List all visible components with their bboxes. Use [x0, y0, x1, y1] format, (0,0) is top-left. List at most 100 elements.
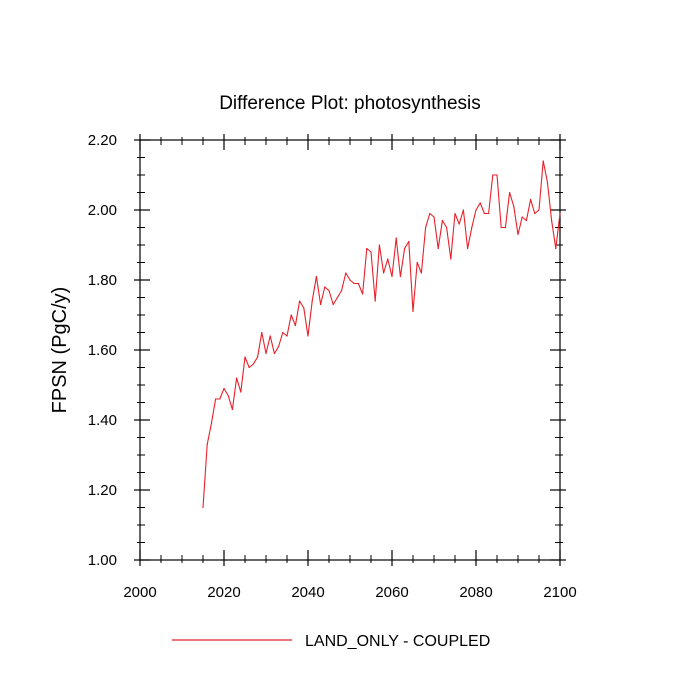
data-point [227, 394, 229, 397]
data-point [374, 300, 376, 302]
x-tick-label: 2020 [207, 584, 240, 601]
data-point [504, 226, 506, 229]
legend-label-land-only-coupled: LAND_ONLY - COUPLED [305, 633, 490, 650]
data-point [492, 174, 494, 176]
data-point [433, 216, 435, 218]
data-point [341, 289, 343, 292]
data-point [521, 216, 523, 218]
legend: LAND_ONLY - COUPLED [172, 633, 490, 650]
data-point [546, 181, 549, 183]
data-point [446, 226, 448, 229]
data-point [219, 398, 221, 400]
data-point [450, 258, 452, 260]
data-point [391, 275, 393, 278]
data-point [525, 219, 528, 222]
data-point [551, 219, 553, 222]
data-point [378, 244, 380, 246]
data-point [530, 198, 532, 201]
y-tick-label: 1.80 [88, 272, 117, 289]
data-point [294, 324, 296, 327]
data-point [299, 300, 301, 302]
data-point [404, 247, 406, 250]
data-point [328, 289, 330, 292]
data-point [441, 219, 443, 222]
data-point [370, 251, 372, 253]
x-tick-label: 2040 [291, 584, 324, 601]
x-tick-label: 2000 [123, 584, 156, 601]
data-point [252, 363, 254, 365]
data-point [320, 303, 322, 306]
y-axis-label: FPSN (PgC/y) [49, 287, 71, 414]
data-point [559, 212, 561, 215]
data-point [475, 209, 477, 211]
data-point [538, 209, 540, 211]
data-point [257, 356, 259, 358]
data-point [425, 226, 427, 229]
axis-ticks [134, 134, 566, 566]
data-point [408, 240, 410, 243]
data-point [303, 307, 305, 309]
y-tick-label: 1.40 [88, 412, 117, 429]
data-point [215, 398, 217, 400]
data-point [479, 202, 481, 204]
data-point [231, 408, 233, 411]
data-point [273, 352, 275, 355]
data-point [244, 356, 246, 358]
chart-title: Difference Plot: photosynthesis [219, 93, 481, 114]
data-point [542, 160, 544, 162]
data-point [383, 272, 385, 274]
data-point [290, 314, 292, 316]
data-point [202, 506, 204, 509]
x-tick-label: 2080 [459, 584, 492, 601]
y-tick-label: 2.20 [88, 132, 117, 149]
data-point [206, 443, 208, 446]
series-line-0 [202, 160, 561, 508]
data-point [412, 310, 414, 313]
data-point [282, 331, 284, 334]
data-point [437, 247, 439, 250]
data-point [496, 174, 498, 176]
data-point [307, 335, 309, 337]
data-point [223, 387, 225, 390]
data-point [240, 391, 242, 393]
y-tick-label: 1.60 [88, 342, 117, 359]
y-tick-label: 1.00 [88, 552, 117, 569]
data-point [248, 366, 250, 369]
data-point [534, 212, 536, 215]
data-point [286, 335, 288, 337]
data-point [366, 247, 368, 250]
data-point [399, 275, 401, 278]
data-point [311, 300, 313, 302]
x-tick-label: 2100 [543, 584, 576, 601]
data-point [261, 331, 263, 334]
data-point [324, 286, 326, 288]
data-point [471, 226, 473, 229]
data-point [483, 212, 485, 215]
data-point [458, 223, 460, 225]
plot-frame [139, 139, 561, 561]
data-point [555, 247, 557, 250]
data-point [353, 282, 355, 285]
data-point [420, 272, 422, 274]
data-point [509, 191, 511, 194]
data-point [517, 233, 519, 236]
data-point [278, 345, 280, 348]
series-layer [202, 160, 561, 509]
data-point [269, 335, 271, 337]
data-point [387, 258, 389, 260]
data-point [416, 261, 418, 264]
data-point [488, 212, 490, 215]
data-point [236, 377, 238, 379]
data-point [467, 247, 469, 250]
data-point [315, 275, 317, 278]
data-point [395, 237, 397, 239]
data-point [462, 209, 464, 211]
data-point [362, 293, 364, 295]
data-point [345, 272, 347, 274]
data-point [429, 212, 431, 215]
axis-tick-labels: 2000 2020 2040 2060 2080 2100 1.00 1.20 1.40 1.60… [88, 132, 577, 601]
data-point [265, 352, 267, 355]
data-point [210, 422, 212, 425]
data-point [513, 205, 515, 208]
